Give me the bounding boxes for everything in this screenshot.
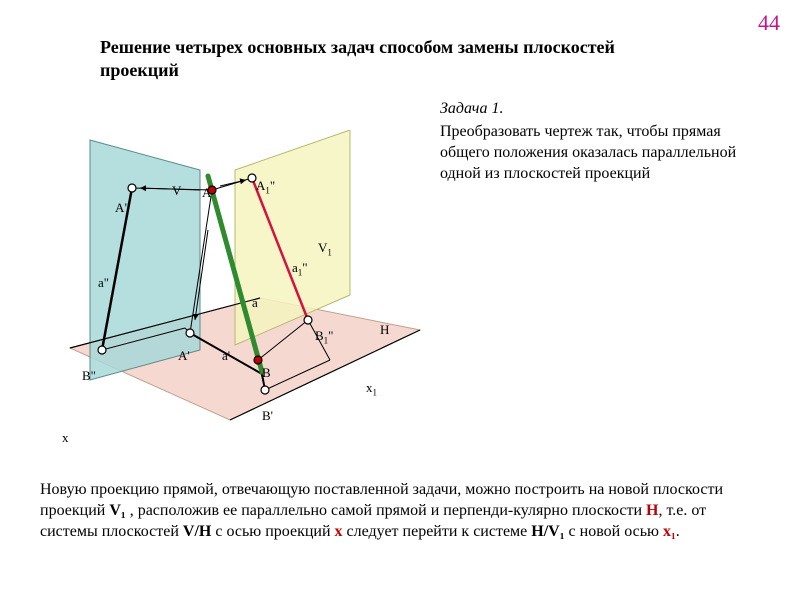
bt-p6: с новой осью <box>565 523 663 540</box>
diagram-label: x1 <box>366 380 377 398</box>
task-label: Задача 1. <box>440 100 503 118</box>
bt-x1: x₁ <box>663 523 676 540</box>
bt-v1: V₁ <box>109 502 125 519</box>
diagram-label: a <box>252 295 258 311</box>
diagram-label: H <box>380 322 389 338</box>
bt-p4: с осью проекций <box>211 523 334 540</box>
bt-hv1: H/V₁ <box>531 523 564 540</box>
diagram-label: a1" <box>292 260 308 278</box>
diagram-label: A1" <box>256 178 275 196</box>
bt-vh: V/H <box>183 523 211 540</box>
projection-diagram: V V1 Hx x1 a" a1" A B A" B" A1" B1" A' B' a' a <box>40 130 440 460</box>
task-text: Преобразовать чертеж так, чтобы прямая о… <box>440 122 770 184</box>
diagram-label: V1 <box>318 240 332 258</box>
diagram-label: a' <box>222 348 230 364</box>
diagram-label: B' <box>262 408 273 424</box>
bt-p7: . <box>676 523 680 540</box>
diagram-svg <box>40 130 440 460</box>
diagram-label: B" <box>82 368 96 384</box>
bt-p5: следует перейти к системе <box>343 523 532 540</box>
explanatory-paragraph: Новую проекцию прямой, отвечающую постав… <box>40 480 760 542</box>
diagram-label: B1" <box>315 328 333 346</box>
diagram-label: A' <box>178 348 190 364</box>
diagram-label: A" <box>115 200 130 216</box>
diagram-label: a" <box>98 275 109 291</box>
diagram-label: V <box>172 183 181 199</box>
diagram-label: B <box>262 365 271 381</box>
bt-h: H <box>646 502 658 519</box>
bt-p2: , расположив ее параллельно самой прямой… <box>126 502 646 519</box>
diagram-label: x <box>62 430 69 446</box>
bt-x: x <box>335 523 343 540</box>
page-title: Решение четырех основных задач способом … <box>100 36 680 81</box>
diagram-label: A <box>202 185 211 201</box>
page-number: 44 <box>758 10 780 36</box>
